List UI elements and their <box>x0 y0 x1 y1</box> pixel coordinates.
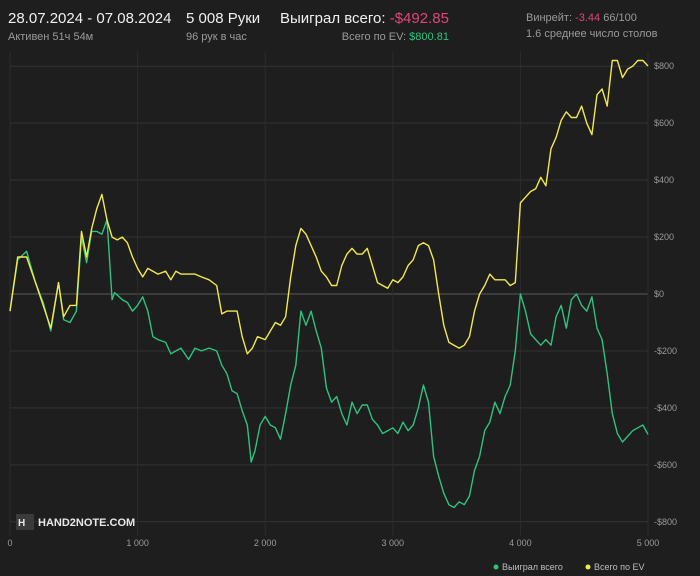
x-tick-label: 1 000 <box>126 538 149 548</box>
legend-label-ev: Всего по EV <box>594 562 644 572</box>
date-range: 28.07.2024 - 07.08.2024 <box>8 10 172 27</box>
series-line-won <box>9 219 649 509</box>
won-label: Выиграл всего: <box>280 10 386 27</box>
winrate-block: Винрейт: -3.44 66/100 1.6 среднее число … <box>526 10 658 40</box>
y-axis-ticks: $800 $600 $400 $200 $0 -$200 -$400 -$600 -$800 <box>654 61 677 527</box>
hands-block: 5 008 Руки 96 рук в час <box>186 10 260 43</box>
legend-label-won: Выиграл всего <box>502 562 563 572</box>
logo-icon <box>16 514 34 530</box>
x-tick-label: 2 000 <box>254 538 277 548</box>
chart-legend: Выиграл всего Всего по EV <box>493 562 644 572</box>
y-tick-label: $0 <box>654 289 664 299</box>
period-block: 28.07.2024 - 07.08.2024 Активен 51ч 54м <box>8 10 171 43</box>
x-tick-label: 4 000 <box>509 538 532 548</box>
y-tick-label: $600 <box>654 118 674 128</box>
profit-chart: $800 $600 $400 $200 $0 -$200 -$400 -$600 -$800 0… <box>7 52 677 572</box>
series-lines <box>9 59 649 509</box>
ev-label: Всего по EV: <box>341 31 407 43</box>
legend-marker <box>585 564 591 570</box>
stats-header: 28.07.2024 - 07.08.2024 Активен 51ч 54м … <box>8 10 692 46</box>
active-time: Активен 51ч 54м <box>8 31 94 43</box>
winrate-unit: 66/100 <box>603 12 637 24</box>
y-tick-label: $800 <box>654 61 674 71</box>
avg-tables: 1.6 среднее число столов <box>526 28 658 40</box>
x-tick-label: 0 <box>7 538 12 548</box>
chart-grid <box>9 52 649 536</box>
hands-count: 5 008 Руки <box>186 10 261 27</box>
x-tick-label: 5 000 <box>637 538 660 548</box>
winrate-label: Винрейт: <box>526 12 573 24</box>
won-block: Выиграл всего: -$492.85 Всего по EV: $80… <box>280 10 449 43</box>
y-tick-label: -$400 <box>654 403 677 413</box>
y-tick-label: $200 <box>654 232 674 242</box>
x-axis-ticks: 0 1 000 2 000 3 000 4 000 5 000 <box>7 538 659 548</box>
y-tick-label: -$800 <box>654 517 677 527</box>
won-value: -$492.85 <box>389 10 449 27</box>
y-tick-label: $400 <box>654 175 674 185</box>
svg-text:H: H <box>18 518 25 529</box>
y-tick-label: -$200 <box>654 346 677 356</box>
ev-value: $800.81 <box>409 31 449 43</box>
y-tick-label: -$600 <box>654 460 677 470</box>
winrate-value: -3.44 <box>575 12 601 24</box>
series-line-ev <box>9 59 649 355</box>
legend-marker <box>493 564 499 570</box>
hands-per-hour: 96 рук в час <box>186 31 247 43</box>
logo-text: HAND2NOTE.COM <box>38 517 135 529</box>
hand2note-logo: H HAND2NOTE.COM <box>16 514 135 530</box>
x-tick-label: 3 000 <box>382 538 405 548</box>
